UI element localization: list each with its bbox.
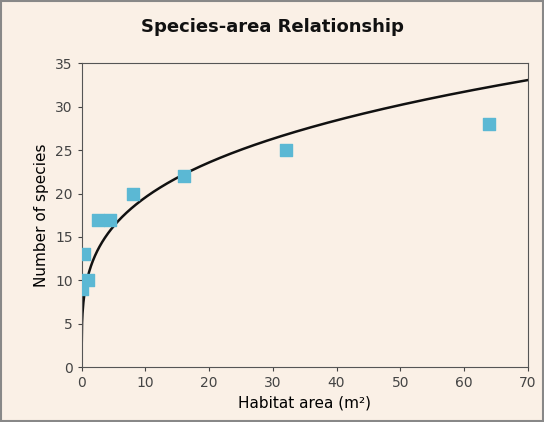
Point [93,216,102,223]
X-axis label: Habitat area (m²): Habitat area (m²) [238,396,371,411]
Point [179,173,188,179]
Point [84,277,92,284]
Point [128,190,137,197]
Y-axis label: Number of species: Number of species [34,143,50,287]
Point [485,121,494,127]
Text: Species-area Relationship: Species-area Relationship [140,19,404,36]
Point [78,286,86,292]
Point [281,147,290,154]
Point [79,251,88,258]
Point [106,216,115,223]
